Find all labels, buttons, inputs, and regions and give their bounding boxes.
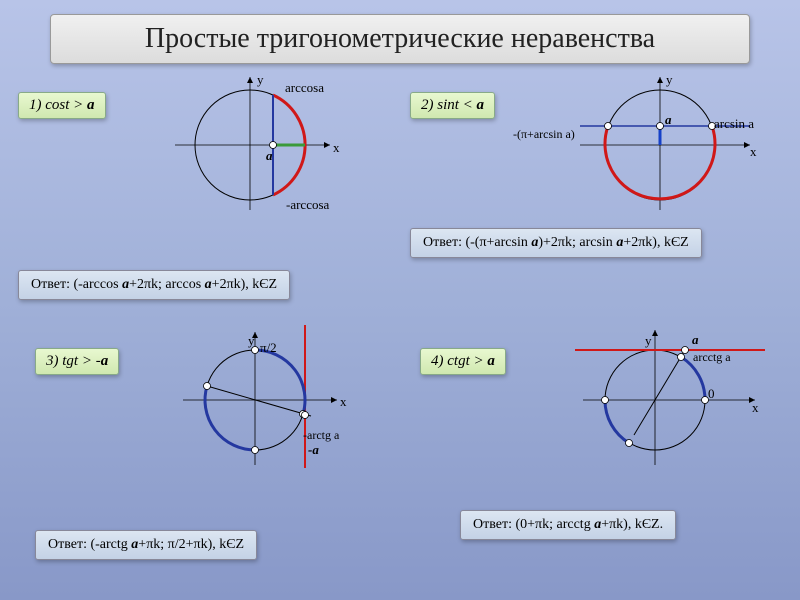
q1-arccos-bottom: -arccosa xyxy=(286,197,329,213)
q1-label: 1) cost > a xyxy=(18,92,106,119)
q1-arccos-top: arccosa xyxy=(285,80,324,96)
q3-diagram xyxy=(155,320,355,480)
q1-answer: Ответ: (-arccos a+2πk; arccos a+2πk), kЄ… xyxy=(18,270,290,300)
q3-arctg: -arctg a xyxy=(303,428,339,443)
q2-arcsin-left: -(π+arcsin a) xyxy=(513,127,575,142)
q1-a-marker: a xyxy=(266,148,273,164)
q3-answer: Ответ: (-arctg a+πk; π/2+πk), kЄZ xyxy=(35,530,257,560)
q2-answer: Ответ: (-(π+arcsin a)+2πk; arcsin a+2πk)… xyxy=(410,228,702,258)
q2-diagram xyxy=(550,70,770,220)
q4-x-axis-label: x xyxy=(752,400,759,416)
q1-x-axis-label: x xyxy=(333,140,340,156)
q3-x-axis-label: x xyxy=(340,394,347,410)
q2-a-marker: a xyxy=(665,112,672,128)
q1-y-axis-label: y xyxy=(257,72,264,88)
q2-label: 2) sint < a xyxy=(410,92,495,119)
q3-y-axis-label: y xyxy=(248,333,255,349)
q4-label: 4) ctgt > a xyxy=(420,348,506,375)
q2-y-axis-label: y xyxy=(666,72,673,88)
q3-pi2: π/2 xyxy=(260,340,277,356)
page-title: Простые тригонометрические неравенства xyxy=(50,14,750,64)
q4-zero: 0 xyxy=(708,386,715,402)
q3-label: 3) tgt > -a xyxy=(35,348,119,375)
q4-diagram xyxy=(555,320,775,480)
q4-arcctg: arcctg a xyxy=(693,350,731,365)
q4-answer: Ответ: (0+πk; arcctg a+πk), kЄZ. xyxy=(460,510,676,540)
q2-arcsin-right: arcsin a xyxy=(714,116,754,132)
q3-minus-a: -a xyxy=(308,442,319,458)
q4-y-axis-label: y xyxy=(645,333,652,349)
q2-x-axis-label: x xyxy=(750,144,757,160)
q4-a: a xyxy=(692,332,699,348)
